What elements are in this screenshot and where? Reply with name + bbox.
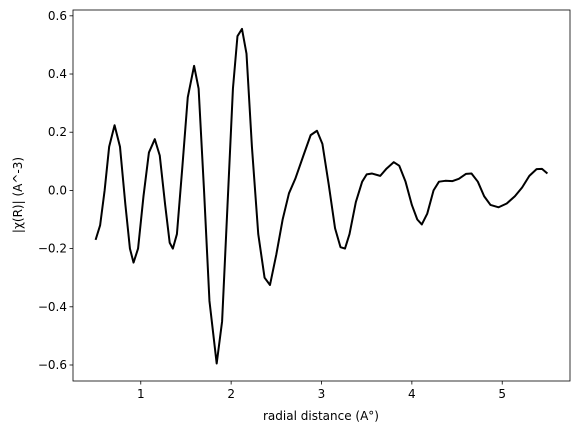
plot-frame	[72, 9, 571, 382]
y-tick-label: −0.4	[38, 300, 67, 314]
x-tick-label: 5	[498, 387, 506, 401]
x-axis-label: radial distance (A°)	[263, 409, 379, 423]
y-tick-label: 0.6	[48, 9, 67, 23]
data-line	[94, 27, 549, 365]
x-tick-label: 4	[408, 387, 416, 401]
x-tick-label: 2	[227, 387, 235, 401]
x-tick-label: 3	[318, 387, 326, 401]
y-tick-label: −0.2	[38, 242, 67, 256]
x-tick-label: 1	[137, 387, 145, 401]
y-axis-label: |χ(R)| (A^-3)	[11, 157, 25, 233]
y-tick-label: −0.6	[38, 358, 67, 372]
y-tick-label: 0.4	[48, 67, 67, 81]
y-tick-label: 0.2	[48, 125, 67, 139]
y-tick-label: 0.0	[48, 183, 67, 197]
